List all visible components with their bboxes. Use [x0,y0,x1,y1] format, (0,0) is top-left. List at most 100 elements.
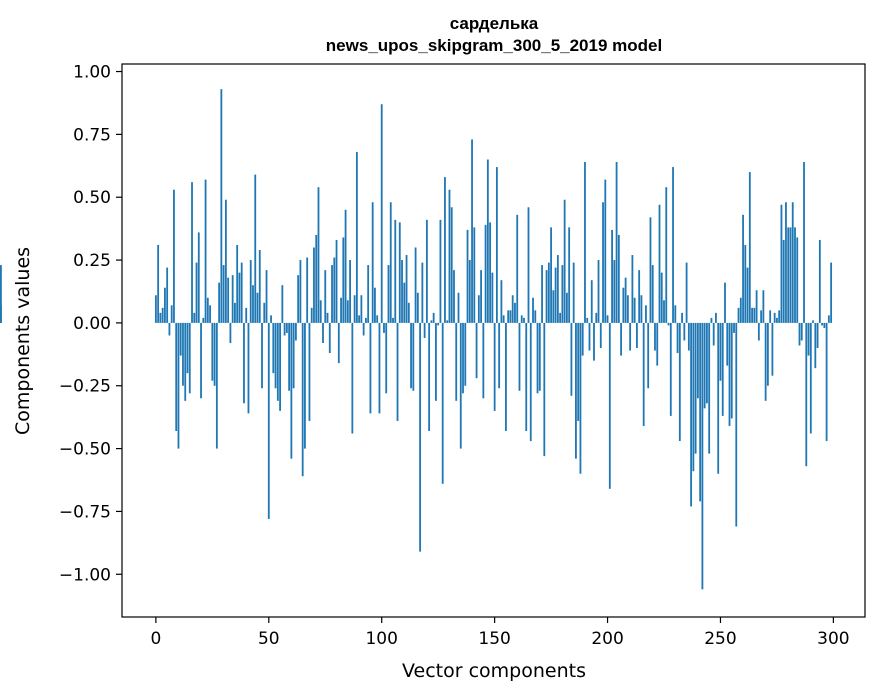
bar [608,322,611,489]
x-axis-label: Vector components [402,660,586,682]
bar [157,244,160,323]
bar [184,322,187,401]
bar [197,232,200,323]
bar [676,322,679,354]
bar [227,277,230,323]
y-tick-label: −1.00 [59,565,111,585]
bar [475,322,478,379]
bar [821,322,823,326]
bar [556,255,559,323]
bar [604,179,607,323]
bar [699,322,702,502]
bar [498,322,501,389]
bar [188,322,191,394]
bar [552,290,555,323]
bar [326,312,329,323]
y-tick-label: 1.00 [73,63,111,83]
bar [814,322,817,369]
bar [170,305,173,323]
bar [518,322,521,391]
bar [489,222,492,323]
bar [222,265,225,323]
bar [421,262,424,323]
bar [663,300,665,323]
bar [294,322,297,341]
bar [778,310,781,323]
bar [274,322,277,389]
bar [306,257,309,323]
bar [755,290,758,323]
bar [789,227,792,323]
bar [807,322,810,356]
bar [245,307,248,323]
bar [550,227,552,323]
x-tick-label: 50 [258,629,280,649]
bar [238,272,241,323]
bar [252,285,254,323]
bar [622,287,625,323]
bar [292,322,295,389]
bar [493,322,496,411]
bar [672,167,674,323]
bar [337,322,340,364]
x-tick-label: 200 [591,629,623,649]
bar [827,315,830,323]
bar [703,322,706,409]
bar [202,317,205,323]
bar [464,322,467,386]
bar [757,322,760,341]
bar [647,322,650,389]
bar [514,302,516,323]
bar [444,177,446,323]
bar [396,322,399,421]
bar [812,320,814,323]
bar [803,162,805,323]
bar [579,322,582,474]
bar [633,297,636,323]
bar [265,270,268,323]
bar [308,322,311,421]
bar [606,315,609,323]
bar [507,310,510,323]
x-axis: 0 50 100 150 200 250 300 [150,617,850,649]
bar [658,204,661,323]
bar [209,305,211,323]
bar [301,322,304,477]
bar [224,199,227,323]
bar [367,265,370,323]
bar [495,167,498,323]
bar [482,322,485,399]
bar [328,322,331,354]
bar [0,265,2,323]
bar [459,322,462,449]
bar [545,270,548,323]
bar [161,307,164,323]
bar [166,267,169,323]
bar [389,202,392,323]
bar [270,315,272,323]
bar [715,312,717,323]
bar [674,305,677,323]
bar [787,227,790,323]
bar [538,322,541,391]
bar [290,322,293,459]
bar [773,312,776,323]
bar [631,255,634,323]
bar [751,307,753,323]
bar [511,295,514,323]
bar [642,322,645,426]
bar [748,172,751,323]
bar [405,255,408,323]
bar [243,322,245,404]
bar [660,272,663,323]
bar [206,297,209,323]
bar [708,322,711,454]
bar [218,282,221,323]
bar [816,322,819,349]
bar [656,322,659,366]
bar [211,322,214,381]
bar [378,322,381,414]
bar [317,187,320,323]
bar [191,182,193,323]
